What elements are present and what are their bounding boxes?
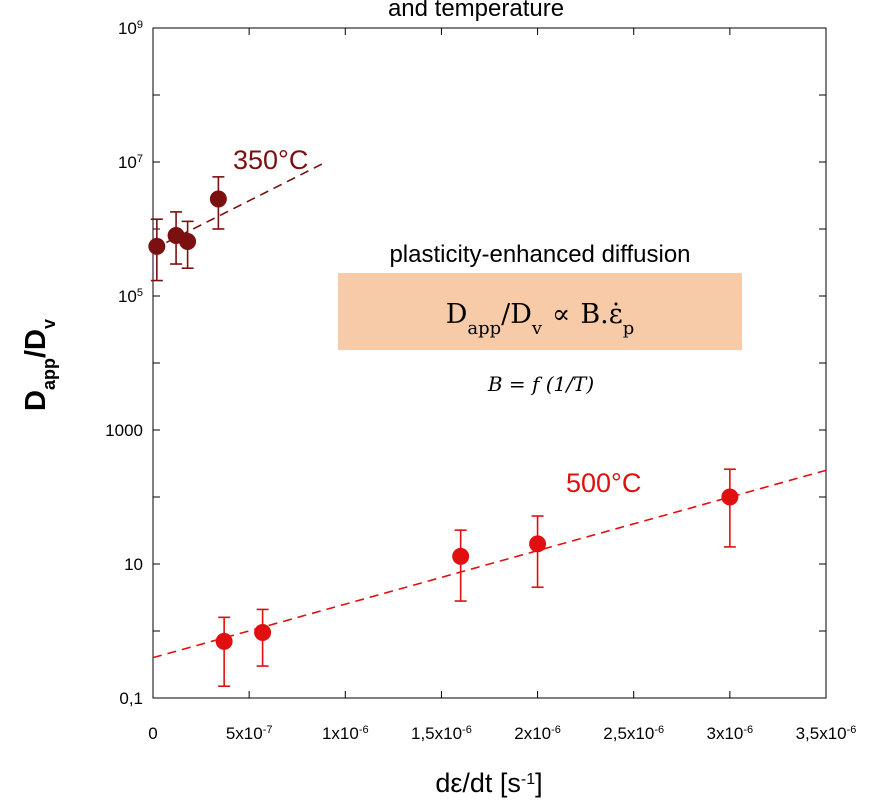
y-ticks: 0,1 10 1000 105 107 109 <box>105 19 826 708</box>
fit-line <box>152 469 827 659</box>
data-point <box>215 632 233 650</box>
series-label-350: 350°C <box>233 145 308 175</box>
x-tick-label: 1,5x10-6 <box>411 724 472 743</box>
data-point <box>452 547 470 565</box>
y-tick-label: 105 <box>118 287 143 306</box>
y-tick-label: 0,1 <box>119 689 143 708</box>
x-tick-label: 5x10-7 <box>226 724 273 743</box>
formula-text: Dapp/Dv ∝ B.ε̇p <box>446 299 635 339</box>
y-axis-title: Dapp/Dv <box>20 319 59 411</box>
y-tick-label: 1000 <box>105 421 143 440</box>
x-tick-label: 2x10-6 <box>514 724 561 743</box>
x-tick-label: 3x10-6 <box>707 724 754 743</box>
formula-box <box>338 273 742 350</box>
plot-area <box>152 27 827 699</box>
x-tick-label: 0 <box>148 724 157 743</box>
data-point <box>148 237 166 255</box>
annotation-heading: plasticity-enhanced diffusion <box>389 241 690 268</box>
fit-lines <box>152 161 827 659</box>
chart-title: and temperature <box>388 0 564 22</box>
x-tick-label: 1x10-6 <box>322 724 369 743</box>
data-point <box>179 233 197 251</box>
series-label-500: 500°C <box>566 468 641 498</box>
y-tick-label: 10 <box>124 555 143 574</box>
data-point <box>529 535 547 553</box>
series-points <box>148 176 739 688</box>
x-axis-title: dε/dt [s-1] <box>435 768 542 798</box>
x-ticks: 0 5x10-7 1x10-6 1,5x10-6 2x10-6 2,5x10-6 3x10-… <box>148 28 856 743</box>
x-tick-label: 2,5x10-6 <box>603 724 664 743</box>
formula-b: B = f (1/T) <box>487 372 594 396</box>
data-point <box>721 488 739 506</box>
y-tick-label: 107 <box>118 153 143 172</box>
y-tick-label: 109 <box>118 19 143 38</box>
data-point <box>209 190 227 208</box>
x-tick-label: 3,5x10-6 <box>796 724 857 743</box>
data-point <box>254 623 272 641</box>
